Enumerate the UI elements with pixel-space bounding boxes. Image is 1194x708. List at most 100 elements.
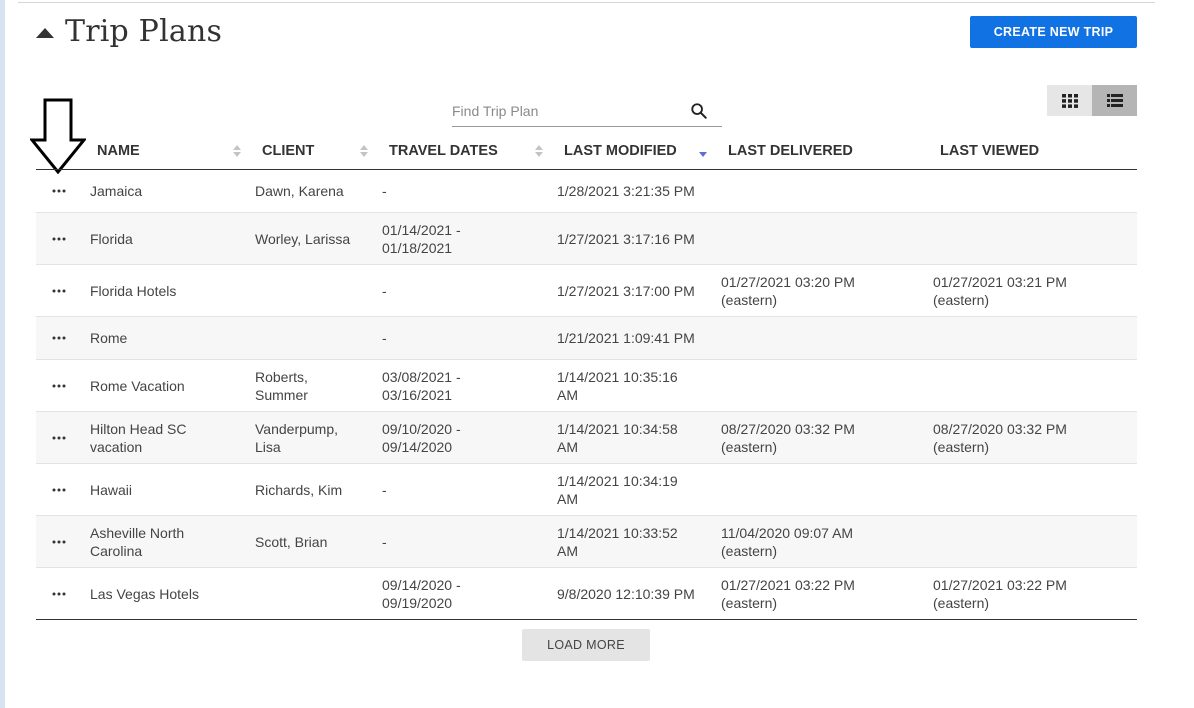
table-row[interactable]: Hilton Head SC vacation Vanderpump, Lisa 09/… [36,412,1137,464]
last-modified-cell: 1/28/2021 3:21:35 PM [557,182,695,200]
cell-text: 01/27/2021 03:20 PM [721,273,855,290]
view-toggle [1047,85,1137,116]
table-row[interactable]: Jamaica Dawn, Karena - 1/28/2021 3:21:35 PM [36,170,1137,213]
cell-text: AM [557,438,578,455]
more-options-icon[interactable] [52,540,66,544]
cell-text: vacation [90,438,143,455]
cell-text: Richards, Kim [255,481,343,498]
cell-text: (eastern) [721,542,778,559]
col-header-travel-dates[interactable]: TRAVEL DATES [389,143,498,159]
sort-icon[interactable] [233,144,241,158]
more-options-icon[interactable] [52,237,66,241]
client-cell: Richards, Kim [255,481,342,499]
more-options-icon[interactable] [52,592,66,596]
cell-text: Asheville North [90,524,185,541]
top-divider [18,2,1155,3]
name-cell[interactable]: Hilton Head SC vacation [90,420,187,456]
cell-text: 09/14/2020 - [382,576,461,593]
cell-text: Hawaii [90,481,133,498]
cell-text: 01/27/2021 03:22 PM [933,576,1067,593]
name-cell[interactable]: Rome [90,329,127,347]
cell-text: Las Vegas Hotels [90,585,199,602]
cell-text: (eastern) [933,291,990,308]
client-cell: Worley, Larissa [255,230,350,248]
cell-text: 1/14/2021 10:34:58 [557,420,678,437]
more-options-icon[interactable] [52,189,66,193]
travel-dates-cell: - [382,182,387,200]
name-cell[interactable]: Florida Hotels [90,282,176,300]
cell-text: 09/14/2020 [382,438,453,455]
name-cell[interactable]: Las Vegas Hotels [90,585,199,603]
sort-icon[interactable] [535,144,543,158]
table-row[interactable]: Asheville North Carolina Scott, Brian - 1/14… [36,516,1137,568]
down-arrow-annotation-icon [30,98,86,174]
sort-descending-icon[interactable] [699,144,707,158]
cell-text: (eastern) [933,594,990,611]
cell-text: 1/14/2021 10:34:19 [557,472,678,489]
last-modified-cell: 1/14/2021 10:34:19 AM [557,472,678,508]
table-row[interactable]: Las Vegas Hotels 09/14/2020 -09/19/2020 9/… [36,568,1137,620]
table-row[interactable]: Hawaii Richards, Kim - 1/14/2021 10:34:19 AM [36,464,1137,516]
col-header-last-modified[interactable]: LAST MODIFIED [564,143,677,159]
table-row[interactable]: Florida Worley, Larissa 01/14/2021 -01/18/… [36,213,1137,265]
table-header: NAME CLIENT TRAVEL DATES LAST MODIFIED LAST … [36,130,1137,170]
cell-text: Rome [90,330,128,346]
col-header-last-viewed[interactable]: LAST VIEWED [940,143,1040,159]
collapse-caret-icon[interactable] [36,27,54,38]
more-options-icon[interactable] [52,384,66,388]
cell-text: Vanderpump, [255,420,339,437]
create-new-trip-button[interactable]: CREATE NEW TRIP [970,16,1137,48]
name-cell[interactable]: Asheville North Carolina [90,524,184,560]
table-row[interactable]: Rome Vacation Roberts, Summer 03/08/2021 -0… [36,360,1137,412]
cell-text: 11/04/2020 09:07 AM [721,524,854,541]
cell-text: Jamaica [90,183,143,199]
cell-text: 1/21/2021 1:09:41 PM [557,330,695,346]
cell-text: AM [557,386,578,403]
more-options-icon[interactable] [52,436,66,440]
travel-dates-cell: - [382,282,387,300]
cell-text: - [382,183,387,199]
last-viewed-cell: 01/27/2021 03:22 PM (eastern) [933,576,1067,612]
load-more-button[interactable]: LOAD MORE [522,629,650,661]
col-header-last-delivered[interactable]: LAST DELIVERED [728,143,853,159]
travel-dates-cell: 09/10/2020 -09/14/2020 [382,420,461,456]
cell-text: 01/14/2021 - [382,221,461,238]
search-icon[interactable] [690,102,708,120]
cell-text: 01/27/2021 03:21 PM [933,273,1067,290]
list-view-button[interactable] [1092,85,1137,116]
more-options-icon[interactable] [52,289,66,293]
last-delivered-cell: 08/27/2020 03:32 PM (eastern) [721,420,855,456]
cell-text: Roberts, [255,368,308,385]
more-options-icon[interactable] [52,488,66,492]
last-delivered-cell: 01/27/2021 03:22 PM (eastern) [721,576,855,612]
grid-view-icon [1061,93,1078,108]
col-header-client[interactable]: CLIENT [262,143,315,159]
table-row[interactable]: Rome - 1/21/2021 1:09:41 PM [36,317,1137,360]
travel-dates-cell: 03/08/2021 -03/16/2021 [382,368,461,404]
cell-text: Florida [90,230,133,247]
sort-icon[interactable] [360,144,368,158]
name-cell[interactable]: Hawaii [90,481,132,499]
left-edge-strip [0,0,5,708]
travel-dates-cell: - [382,329,387,347]
cell-text: - [382,282,387,299]
name-cell[interactable]: Jamaica [90,182,142,200]
page-header: Trip Plans [36,14,222,49]
cell-text: Rome Vacation [90,377,185,394]
more-options-icon[interactable] [52,336,66,340]
cell-text: Scott, Brian [255,533,328,550]
cell-text: 08/27/2020 03:32 PM [933,420,1067,437]
cell-text: 08/27/2020 03:32 PM [721,420,855,437]
name-cell[interactable]: Rome Vacation [90,377,185,395]
client-cell: Dawn, Karena [255,182,344,200]
cell-text: 01/27/2021 03:22 PM [721,576,855,593]
cell-text: - [382,330,387,346]
cell-text: 1/27/2021 3:17:16 PM [557,230,695,247]
name-cell[interactable]: Florida [90,230,133,248]
col-header-name[interactable]: NAME [97,143,140,159]
cell-text: Dawn, Karena [255,183,344,199]
cell-text: - [382,533,387,550]
table-row[interactable]: Florida Hotels - 1/27/2021 3:17:00 PM 01/27… [36,265,1137,317]
grid-view-button[interactable] [1047,85,1092,116]
search-input[interactable] [452,100,677,122]
